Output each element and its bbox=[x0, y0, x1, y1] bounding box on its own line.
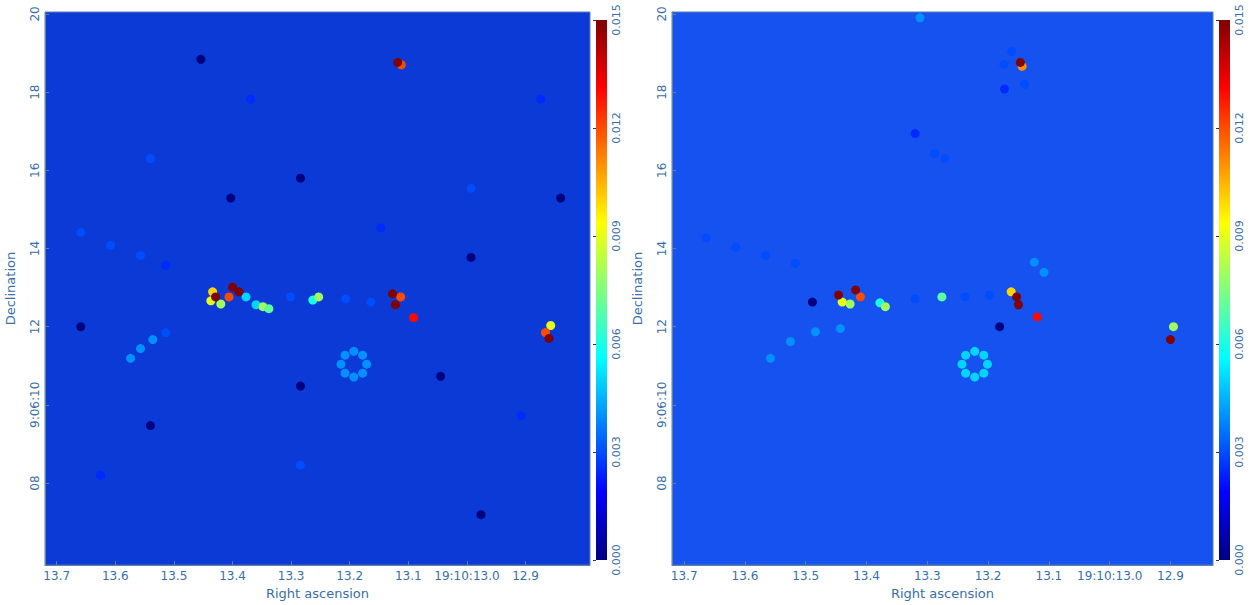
svg-text:Declination: Declination bbox=[630, 252, 645, 326]
svg-text:0.000: 0.000 bbox=[1233, 544, 1246, 576]
svg-text:0.009: 0.009 bbox=[610, 220, 623, 252]
svg-text:20: 20 bbox=[655, 6, 669, 21]
svg-text:0.000: 0.000 bbox=[610, 544, 623, 576]
svg-text:13.1: 13.1 bbox=[1036, 569, 1063, 583]
svg-text:0.015: 0.015 bbox=[1233, 4, 1246, 36]
svg-text:0.009: 0.009 bbox=[1233, 220, 1246, 252]
svg-text:16: 16 bbox=[655, 163, 669, 178]
svg-text:0.006: 0.006 bbox=[610, 328, 623, 360]
svg-text:0.012: 0.012 bbox=[610, 112, 623, 144]
svg-text:13.4: 13.4 bbox=[853, 569, 880, 583]
svg-text:13.5: 13.5 bbox=[161, 569, 188, 583]
svg-text:13.7: 13.7 bbox=[671, 569, 698, 583]
svg-text:19:10:13.0: 19:10:13.0 bbox=[1077, 569, 1142, 583]
svg-text:9:06:10: 9:06:10 bbox=[28, 382, 42, 428]
svg-text:0.003: 0.003 bbox=[1233, 436, 1246, 468]
svg-text:13.2: 13.2 bbox=[975, 569, 1002, 583]
svg-text:13.5: 13.5 bbox=[792, 569, 819, 583]
svg-text:9:06:10: 9:06:10 bbox=[655, 382, 669, 428]
svg-text:20: 20 bbox=[28, 6, 42, 21]
svg-text:12: 12 bbox=[655, 319, 669, 334]
svg-text:0.015: 0.015 bbox=[610, 4, 623, 36]
svg-text:Declination: Declination bbox=[3, 252, 18, 326]
svg-text:18: 18 bbox=[655, 84, 669, 99]
svg-text:0.003: 0.003 bbox=[610, 436, 623, 468]
svg-text:12.9: 12.9 bbox=[512, 569, 539, 583]
svg-text:13.7: 13.7 bbox=[43, 569, 70, 583]
svg-text:0.012: 0.012 bbox=[1233, 112, 1246, 144]
svg-text:16: 16 bbox=[28, 163, 42, 178]
svg-text:Right ascension: Right ascension bbox=[891, 586, 994, 601]
svg-text:13.1: 13.1 bbox=[395, 569, 422, 583]
svg-text:08: 08 bbox=[655, 475, 669, 490]
svg-text:13.6: 13.6 bbox=[102, 569, 129, 583]
svg-text:14: 14 bbox=[28, 241, 42, 256]
svg-text:Right ascension: Right ascension bbox=[266, 586, 369, 601]
svg-text:08: 08 bbox=[28, 475, 42, 490]
svg-text:13.4: 13.4 bbox=[219, 569, 246, 583]
svg-text:19:10:13.0: 19:10:13.0 bbox=[434, 569, 499, 583]
svg-text:12: 12 bbox=[28, 319, 42, 334]
svg-text:12.9: 12.9 bbox=[1157, 569, 1184, 583]
svg-text:18: 18 bbox=[28, 84, 42, 99]
svg-text:0.006: 0.006 bbox=[1233, 328, 1246, 360]
svg-text:13.3: 13.3 bbox=[914, 569, 941, 583]
svg-text:13.6: 13.6 bbox=[732, 569, 759, 583]
svg-text:13.2: 13.2 bbox=[336, 569, 363, 583]
svg-text:13.3: 13.3 bbox=[278, 569, 305, 583]
svg-text:14: 14 bbox=[655, 241, 669, 256]
